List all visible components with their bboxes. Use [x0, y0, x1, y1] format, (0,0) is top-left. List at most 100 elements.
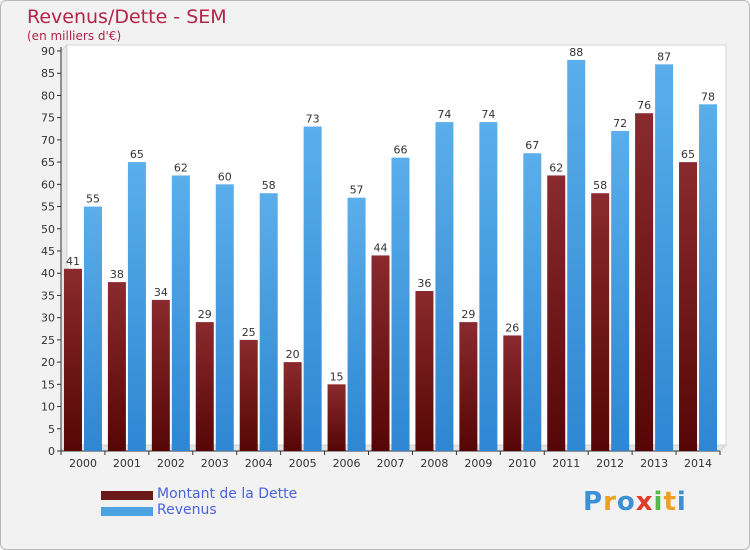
x-tick-label: 2010: [508, 457, 536, 470]
data-label: 67: [525, 139, 539, 152]
debt-bar: [327, 384, 346, 451]
x-tick-label: 2001: [113, 457, 141, 470]
revenue-bar: [83, 206, 102, 451]
y-tick-label: 25: [41, 334, 55, 347]
debt-bar: [679, 162, 698, 451]
data-label: 65: [130, 148, 144, 161]
data-label: 62: [174, 161, 188, 174]
y-tick-label: 50: [41, 223, 55, 236]
logo-letter: r: [603, 487, 617, 517]
x-tick-label: 2000: [69, 457, 97, 470]
data-label: 74: [437, 108, 451, 121]
x-tick-label: 2004: [245, 457, 273, 470]
y-tick-label: 0: [48, 445, 55, 458]
revenue-bar: [127, 162, 146, 451]
y-tick-label: 60: [41, 178, 55, 191]
legend-label-revenue: Revenus: [157, 502, 217, 518]
revenue-bar: [655, 64, 674, 452]
data-label: 15: [330, 370, 344, 383]
debt-bar: [459, 322, 478, 451]
data-label: 25: [242, 326, 256, 339]
debt-bar: [107, 282, 126, 451]
data-label: 34: [154, 286, 168, 299]
x-tick-label: 2014: [684, 457, 712, 470]
y-tick-label: 35: [41, 289, 55, 302]
revenue-bar: [523, 153, 542, 451]
data-label: 78: [701, 90, 715, 103]
y-tick-label: 55: [41, 201, 55, 214]
y-tick-label: 90: [41, 45, 55, 58]
data-label: 36: [417, 277, 431, 290]
y-tick-label: 40: [41, 267, 55, 280]
data-label: 29: [198, 308, 212, 321]
x-tick-label: 2006: [333, 457, 361, 470]
debt-bar: [195, 322, 214, 451]
revenue-bar: [435, 122, 454, 451]
revenue-bar: [567, 59, 586, 452]
data-label: 76: [637, 99, 651, 112]
debt-bar: [371, 255, 390, 451]
y-tick-label: 15: [41, 378, 55, 391]
debt-bar: [415, 291, 434, 451]
logo-letter: x: [635, 487, 654, 517]
data-label: 44: [374, 241, 388, 254]
revenue-bar: [391, 157, 410, 451]
data-label: 55: [86, 193, 100, 206]
chart-subtitle: (en milliers d'€): [27, 29, 122, 43]
revenue-bar: [347, 197, 366, 451]
data-label: 73: [306, 113, 320, 126]
data-label: 57: [350, 184, 364, 197]
revenue-bar: [259, 193, 278, 451]
debt-bar: [503, 335, 522, 451]
data-label: 87: [657, 50, 671, 63]
debt-bar: [151, 299, 170, 451]
data-label: 58: [262, 179, 276, 192]
x-tick-label: 2008: [420, 457, 448, 470]
data-label: 60: [218, 170, 232, 183]
data-label: 66: [394, 144, 408, 157]
debt-bar: [283, 362, 302, 451]
logo-letter: o: [616, 487, 636, 517]
data-label: 38: [110, 268, 124, 281]
data-label: 74: [481, 108, 495, 121]
logo-letter: P: [583, 487, 604, 517]
revenue-bar: [699, 104, 718, 451]
debt-bar: [239, 339, 258, 451]
logo-letter: t: [663, 487, 677, 517]
proxiti-logo: Proxiti: [583, 487, 687, 517]
debt-bar: [547, 175, 566, 451]
y-tick-label: 45: [41, 245, 55, 258]
data-label: 41: [66, 255, 80, 268]
legend-swatch-revenue: [101, 507, 153, 516]
y-tick-label: 70: [41, 134, 55, 147]
x-tick-label: 2009: [464, 457, 492, 470]
y-tick-label: 75: [41, 112, 55, 125]
revenue-bar: [171, 175, 190, 451]
revenue-bar: [611, 131, 630, 451]
legend-label-debt: Montant de la Dette: [157, 486, 298, 502]
y-tick-label: 5: [48, 423, 55, 436]
y-tick-label: 30: [41, 312, 55, 325]
x-tick-label: 2007: [377, 457, 405, 470]
logo-letter: i: [653, 487, 664, 517]
y-tick-label: 65: [41, 156, 55, 169]
y-tick-label: 10: [41, 401, 55, 414]
logo-letter: i: [676, 487, 687, 517]
x-tick-label: 2012: [596, 457, 624, 470]
debt-bar: [635, 113, 654, 451]
x-tick-label: 2002: [157, 457, 185, 470]
chart-title: Revenus/Dette - SEM: [27, 6, 227, 28]
y-tick-label: 85: [41, 67, 55, 80]
revenue-bar: [215, 184, 234, 452]
y-tick-label: 80: [41, 89, 55, 102]
y-tick-label: 20: [41, 356, 55, 369]
data-label: 65: [681, 148, 695, 161]
data-label: 72: [613, 117, 627, 130]
x-tick-label: 2003: [201, 457, 229, 470]
x-tick-label: 2013: [640, 457, 668, 470]
data-label: 88: [569, 46, 583, 59]
data-label: 20: [286, 348, 300, 361]
revenue-bar: [479, 122, 498, 451]
